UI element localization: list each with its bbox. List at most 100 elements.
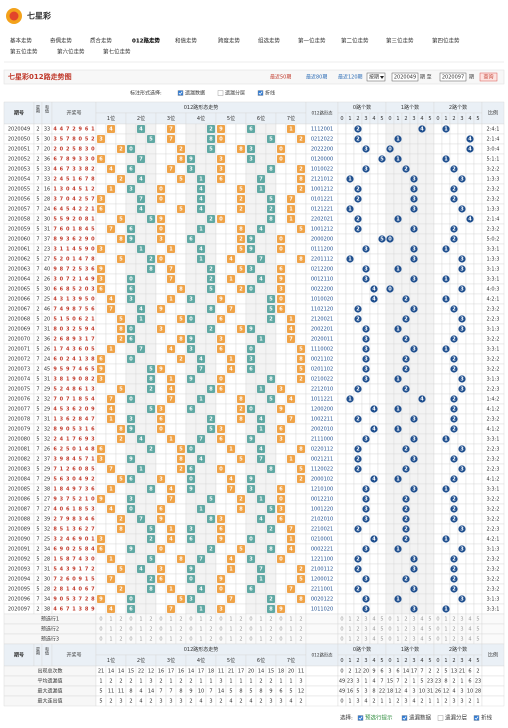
stat-value: 10 <box>467 689 473 695</box>
cell <box>425 383 435 395</box>
stat-value: 2 <box>428 669 431 675</box>
hit-digit: 2 <box>119 437 123 443</box>
stat-value: 18 <box>208 669 214 675</box>
nav-link[interactable]: 第五位走势 <box>10 48 38 56</box>
nav-link[interactable]: 第二位走势 <box>341 37 369 45</box>
nav-link[interactable]: 第三位走势 <box>386 37 414 45</box>
stat-value: 12 <box>298 689 304 695</box>
stat-value: 4 <box>139 699 142 705</box>
cell <box>165 553 177 565</box>
draw-digit: 3 <box>66 237 70 243</box>
footer-checkbox[interactable] <box>473 715 480 721</box>
option-checkbox[interactable] <box>257 90 264 96</box>
cell <box>337 403 347 415</box>
cell <box>285 243 297 255</box>
draw-digit: 3 <box>60 497 64 503</box>
stat-value: 18 <box>387 689 393 695</box>
nav-link[interactable]: 第七位走势 <box>103 48 131 56</box>
cell <box>393 563 403 575</box>
cell <box>255 373 267 385</box>
cell <box>175 183 187 195</box>
footer-checkbox[interactable] <box>401 715 408 721</box>
draw-digit: 1 <box>72 397 76 403</box>
nav-link[interactable]: 第六位走势 <box>57 48 85 56</box>
draw-digit: 1 <box>72 227 76 233</box>
cell <box>295 293 307 305</box>
draw-digit: 7 <box>60 157 64 163</box>
cell <box>275 363 287 375</box>
nav-link[interactable]: 第四位走势 <box>432 37 460 45</box>
cell <box>473 493 483 505</box>
stat-value: 3 <box>279 699 282 705</box>
cell <box>337 153 347 165</box>
nav-link[interactable]: 组选走势 <box>258 37 281 45</box>
from-input[interactable] <box>391 72 419 82</box>
cell <box>275 333 287 345</box>
hit-digit: 8 <box>299 257 303 263</box>
draw-digit: 2 <box>53 517 57 523</box>
cell <box>145 353 157 365</box>
cell <box>441 523 451 535</box>
nav-link[interactable]: 和值走势 <box>175 37 198 45</box>
footer-checkbox[interactable] <box>437 715 444 721</box>
mode-select[interactable] <box>366 72 386 82</box>
hit-digit: 3 <box>249 487 253 493</box>
cell <box>401 273 411 285</box>
cell <box>215 483 227 495</box>
count-digit: 1 <box>348 177 352 183</box>
option-checkbox[interactable] <box>177 90 184 96</box>
nav-link[interactable]: 基本走势 <box>10 37 33 45</box>
cell <box>417 593 427 605</box>
hit-digit: 9 <box>99 367 103 373</box>
draw-digit: 6 <box>66 577 70 583</box>
nav-link[interactable]: 质合走势 <box>90 37 113 45</box>
nav-link[interactable]: 跨度走势 <box>218 37 241 45</box>
hit-digit: 9 <box>279 407 283 413</box>
cell <box>245 573 257 585</box>
hit-digit: 0 <box>189 317 193 323</box>
preselect-digit: 1 <box>289 637 292 643</box>
ratio-cell: 2:1:4 <box>487 217 500 223</box>
count-digit: 2 <box>356 527 360 533</box>
cell <box>285 483 297 495</box>
cell <box>377 213 387 225</box>
ratio-cell: 2:3:2 <box>487 197 500 203</box>
query-button[interactable] <box>479 72 498 82</box>
cell <box>235 433 247 445</box>
cell <box>465 543 475 555</box>
stat-value: 6 <box>468 679 471 685</box>
count-digit: 2 <box>356 197 360 203</box>
cell <box>369 313 379 325</box>
cell <box>135 473 147 485</box>
count-digit: 3 <box>412 587 416 593</box>
recent-link[interactable]: 最近120期 <box>338 74 363 81</box>
cell <box>473 153 483 165</box>
nav-link[interactable]: 奇偶走势 <box>50 37 73 45</box>
ratio-cell: 2:2:3 <box>487 317 500 323</box>
nav-link[interactable]: 第一位走势 <box>298 37 326 45</box>
issue-cell: 2020067 <box>8 307 30 313</box>
nav-link[interactable]: 012路走势 <box>132 37 160 45</box>
cell <box>377 603 387 615</box>
to-input[interactable] <box>439 72 467 82</box>
hit-digit: 6 <box>99 357 103 363</box>
cell <box>95 413 107 425</box>
cell <box>135 593 147 605</box>
draw-digit: 1 <box>66 587 70 593</box>
cell <box>215 403 227 415</box>
cell <box>457 133 467 145</box>
hit-cell <box>107 125 115 133</box>
cell <box>385 543 395 555</box>
recent-link[interactable]: 最近80期 <box>306 74 327 81</box>
cell <box>441 143 451 155</box>
footer-checkbox[interactable] <box>357 715 364 721</box>
hit-digit: 6 <box>99 207 103 213</box>
recent-link[interactable]: 最近50期 <box>270 74 291 81</box>
preselect-digit: 1 <box>109 637 112 643</box>
hit-cell <box>287 125 295 133</box>
cell <box>353 323 363 335</box>
cell <box>155 343 167 355</box>
count-digit: 1 <box>444 437 448 443</box>
option-checkbox[interactable] <box>217 90 224 96</box>
